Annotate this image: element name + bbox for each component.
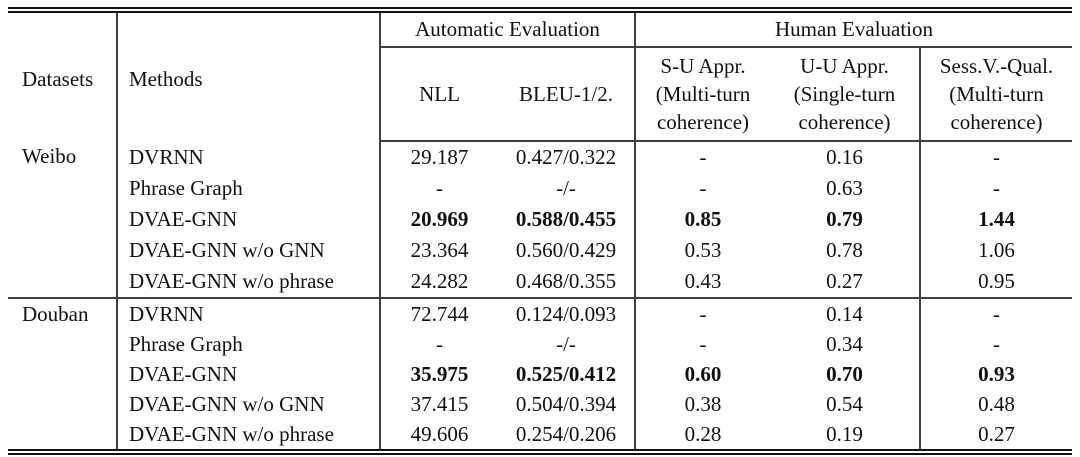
bleu-cell: -/- — [498, 173, 636, 204]
method-cell: DVRNN — [117, 141, 381, 173]
table-header: Datasets Methods Automatic Evaluation Hu… — [8, 10, 1072, 142]
nll-cell: 37.415 — [410, 391, 469, 416]
results-table: Datasets Methods Automatic Evaluation Hu… — [8, 7, 1072, 455]
uu-appr-cell: 0.19 — [770, 419, 921, 452]
su-appr-cell: 0.53 — [684, 238, 722, 262]
sess-qual-cell: 0.48 — [978, 391, 1015, 416]
sess-qual-cell: - — [920, 297, 1072, 329]
su-appr-cell: 0.60 — [684, 361, 722, 386]
col-header-datasets: Datasets — [8, 10, 118, 141]
table-row: DVAE-GNN w/o GNN 23.364 0.560/0.429 0.53… — [8, 235, 1072, 266]
uu-appr-cell: 0.63 — [770, 173, 921, 204]
su-appr-cell: 0.43 — [684, 269, 722, 293]
nll-cell: 35.975 — [410, 361, 469, 386]
sess-qual-cell: - — [993, 176, 1000, 200]
sess-qual-cell: - — [993, 145, 1000, 169]
sess-qual-cell: 0.95 — [978, 269, 1015, 293]
sub-header-row: NLL BLEU-1/2. S-U Appr. (Multi-turn cohe… — [8, 47, 1072, 142]
table-row: Phrase Graph - -/- - 0.63 - — [8, 173, 1072, 204]
col-header-nll: NLL — [380, 47, 498, 142]
nll-cell: 24.282 — [410, 269, 469, 293]
group-header-automatic-evaluation: Automatic Evaluation — [380, 10, 636, 48]
method-cell: DVAE-GNN — [117, 204, 381, 235]
su-appr-cell: - — [699, 176, 707, 200]
table-row: DVAE-GNN w/o GNN 37.415 0.504/0.394 0.38… — [8, 389, 1072, 419]
method-cell: DVAE-GNN w/o GNN — [117, 389, 381, 419]
su-appr-cell: 0.85 — [684, 207, 722, 231]
col-header-sess-v-qual: Sess.V.-Qual. (Multi-turn coherence) — [920, 47, 1072, 142]
table-row: Weibo DVRNN 29.187 0.427/0.322 - 0.16 - — [8, 141, 1072, 298]
method-cell: DVRNN — [117, 297, 381, 329]
nll-cell: 20.969 — [410, 207, 469, 231]
bleu-cell: 0.254/0.206 — [498, 419, 636, 452]
col-header-su-appr: S-U Appr. (Multi-turn coherence) — [635, 47, 770, 142]
weibo-section: Weibo DVRNN 29.187 0.427/0.322 - 0.16 - … — [8, 141, 1072, 298]
su-appr-cell: - — [635, 297, 770, 329]
col-header-methods: Methods — [117, 10, 381, 141]
dataset-label-weibo: Weibo — [8, 141, 118, 298]
bleu-cell: 0.525/0.412 — [498, 359, 636, 389]
bleu-cell: 0.427/0.322 — [498, 141, 636, 173]
method-cell: Phrase Graph — [117, 329, 381, 359]
table-row: DVAE-GNN w/o phrase 49.606 0.254/0.206 0… — [8, 419, 1072, 452]
bleu-cell: 0.504/0.394 — [498, 389, 636, 419]
table-row: DVAE-GNN 35.975 0.525/0.412 0.60 0.70 0.… — [8, 359, 1072, 389]
dataset-label-douban: Douban — [8, 297, 118, 452]
group-header-human-evaluation: Human Evaluation — [635, 10, 1072, 48]
sess-qual-cell: - — [993, 331, 1000, 356]
douban-section: Douban DVRNN 72.744 0.124/0.093 - 0.14 -… — [8, 297, 1072, 452]
uu-appr-cell: 0.54 — [770, 389, 921, 419]
col-header-bleu: BLEU-1/2. — [498, 47, 636, 142]
uu-appr-cell: 0.27 — [770, 266, 921, 298]
sess-qual-cell: 0.27 — [978, 421, 1015, 446]
sess-qual-cell: 0.93 — [978, 361, 1015, 386]
su-appr-cell: - — [699, 331, 707, 356]
table-row: Phrase Graph - -/- - 0.34 - — [8, 329, 1072, 359]
nll-cell: - — [436, 331, 443, 356]
col-header-uu-appr: U-U Appr. (Single-turn coherence) — [770, 47, 921, 142]
uu-appr-cell: 0.78 — [770, 235, 921, 266]
nll-cell: 29.187 — [410, 145, 469, 169]
table-row: Douban DVRNN 72.744 0.124/0.093 - 0.14 - — [8, 297, 1072, 452]
nll-cell: - — [436, 176, 443, 200]
sess-qual-cell: 1.06 — [978, 238, 1015, 262]
bleu-cell: 0.560/0.429 — [498, 235, 636, 266]
uu-appr-cell: 0.70 — [770, 359, 921, 389]
method-cell: DVAE-GNN w/o phrase — [117, 266, 381, 298]
sess-qual-cell: 1.44 — [978, 207, 1015, 231]
table-row: DVAE-GNN w/o phrase 24.282 0.468/0.355 0… — [8, 266, 1072, 298]
table-row: DVAE-GNN 20.969 0.588/0.455 0.85 0.79 1.… — [8, 204, 1072, 235]
su-appr-cell: - — [699, 145, 707, 169]
nll-cell: 49.606 — [410, 421, 469, 446]
bleu-cell: 0.124/0.093 — [498, 297, 636, 329]
bleu-cell: 0.468/0.355 — [498, 266, 636, 298]
uu-appr-cell: 0.34 — [770, 329, 921, 359]
group-header-row: Datasets Methods Automatic Evaluation Hu… — [8, 10, 1072, 141]
uu-appr-cell: 0.14 — [770, 297, 921, 329]
su-appr-cell: 0.38 — [684, 391, 722, 416]
method-cell: DVAE-GNN — [117, 359, 381, 389]
uu-appr-cell: 0.79 — [770, 204, 921, 235]
nll-cell: 72.744 — [380, 297, 498, 329]
nll-cell: 23.364 — [410, 238, 469, 262]
su-appr-cell: 0.28 — [684, 421, 722, 446]
uu-appr-cell: 0.16 — [770, 141, 921, 173]
method-cell: Phrase Graph — [117, 173, 381, 204]
method-cell: DVAE-GNN w/o phrase — [117, 419, 381, 452]
bleu-cell: -/- — [498, 329, 636, 359]
method-cell: DVAE-GNN w/o GNN — [117, 235, 381, 266]
bleu-cell: 0.588/0.455 — [498, 204, 636, 235]
